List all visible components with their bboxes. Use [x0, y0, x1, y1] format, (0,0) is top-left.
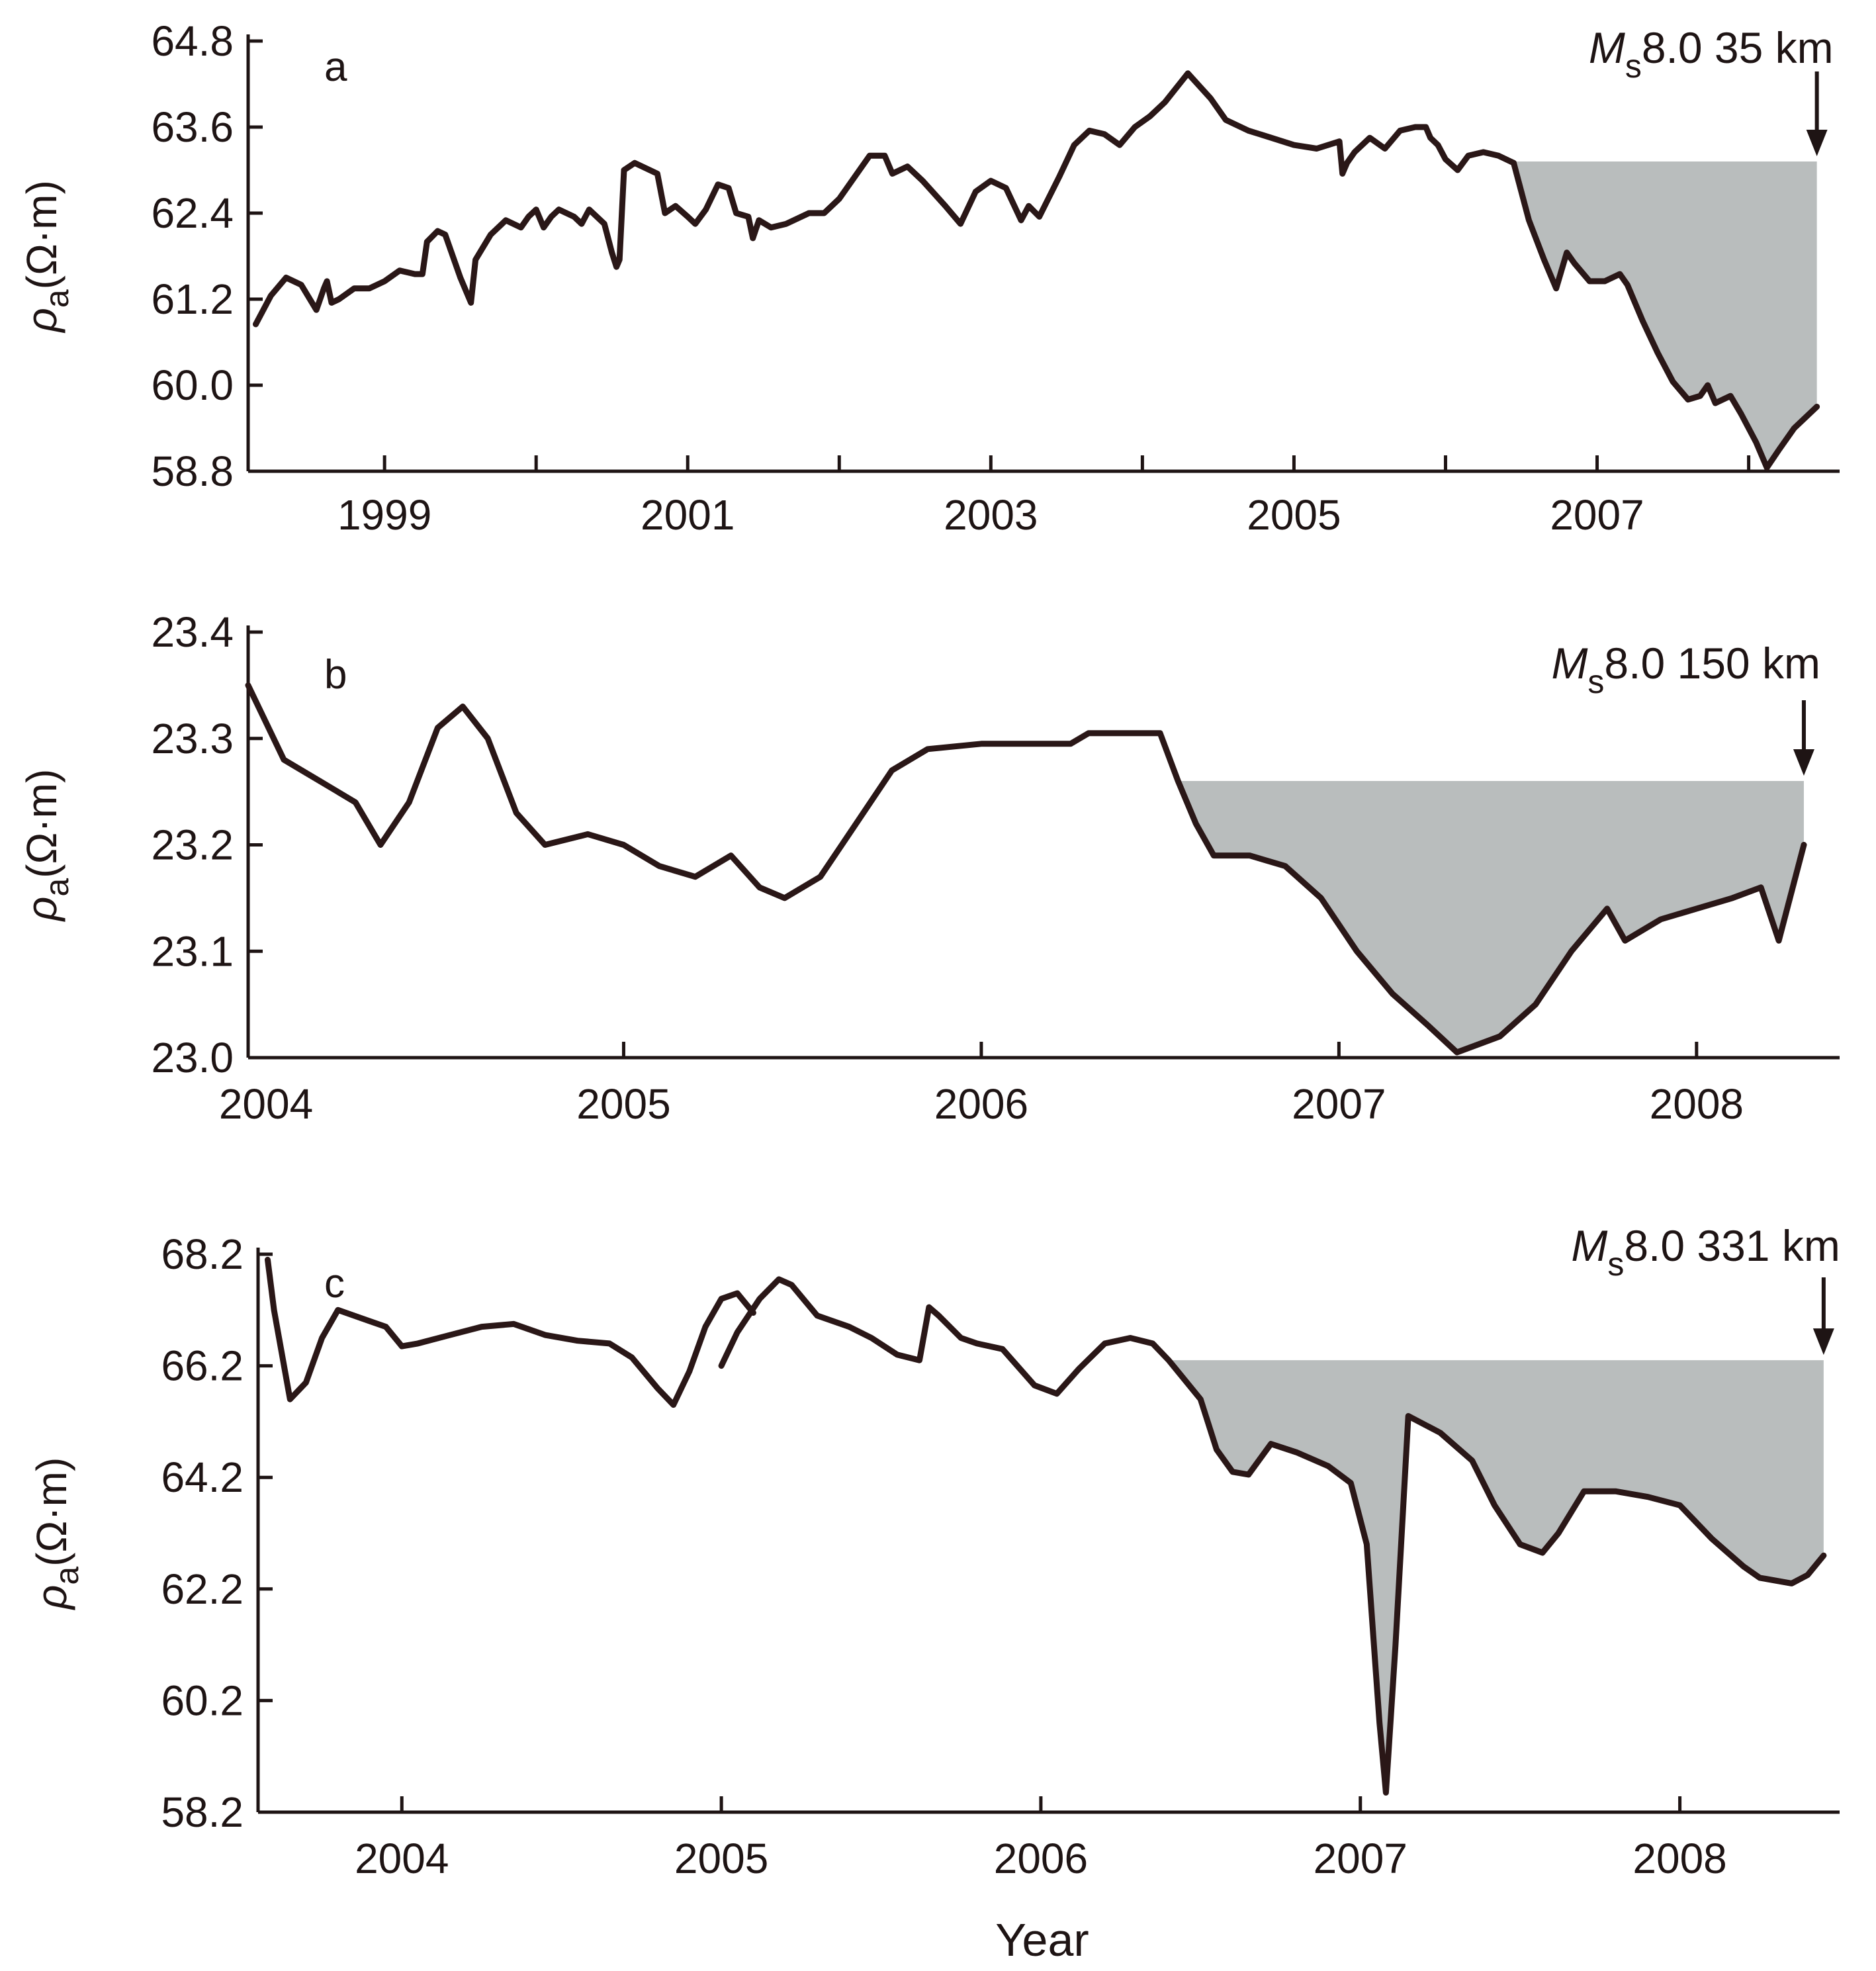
earthquake-arrowhead	[1806, 130, 1828, 156]
y-tick-label: 23.4	[151, 608, 234, 656]
x-tick-label: 2001	[641, 491, 735, 539]
panel-b: 23.0 23.1 23.2 23.3 23.4 2004 2005 2006 2007 2008…	[18, 608, 1840, 1128]
ylabel-symbol: ρ	[28, 1585, 75, 1611]
anomaly-region	[1178, 781, 1804, 1052]
x-tick-label: 2008	[1632, 1835, 1726, 1882]
anomaly-region	[1513, 161, 1817, 468]
ylabel-subscript: a	[38, 289, 75, 308]
y-tick-label: 23.2	[151, 821, 234, 869]
anomaly-region	[1169, 1360, 1824, 1793]
y-tick-label: 58.8	[151, 447, 234, 495]
ylabel-unit: (Ω·m)	[28, 1457, 75, 1567]
y-tick-label: 62.4	[151, 189, 234, 237]
y-axis-title: ρa(Ω·m)	[18, 769, 75, 923]
ylabel-subscript: a	[38, 878, 75, 897]
series-line	[718, 1276, 1827, 1796]
x-tick-label: 2004	[355, 1835, 449, 1882]
panel-letter: c	[324, 1261, 345, 1306]
ylabel-symbol: ρ	[18, 897, 66, 923]
panel-a: 58.8 60.0 61.2 62.4 63.6 64.8 1999 2001 2003 2005…	[18, 17, 1840, 539]
ylabel-unit: (Ω·m)	[18, 769, 66, 878]
panel-letter: a	[324, 44, 347, 90]
x-tick-label: 2007	[1550, 491, 1644, 539]
y-tick-label: 61.2	[151, 275, 234, 323]
ylabel-symbol: ρ	[18, 308, 66, 334]
x-tick-label: 2003	[944, 491, 1038, 539]
x-tick-label: 2006	[934, 1080, 1028, 1128]
y-tick-label: 23.1	[151, 927, 234, 975]
series-line	[245, 682, 1807, 1056]
x-tick-label: 2005	[576, 1080, 670, 1128]
series-line	[265, 1256, 756, 1408]
magnitude-sub: s	[1625, 48, 1642, 85]
y-tick-label: 60.2	[161, 1676, 244, 1724]
magnitude-value: 8.0 150 km	[1604, 639, 1820, 688]
y-tick-label: 23.0	[151, 1034, 234, 1081]
y-tick-label: 58.2	[161, 1788, 244, 1836]
x-tick-label: 2007	[1314, 1835, 1407, 1882]
y-tick-label: 62.2	[161, 1565, 244, 1613]
y-tick-label: 68.2	[161, 1230, 244, 1278]
x-tick-label: 2007	[1292, 1080, 1386, 1128]
y-axis-title: ρa(Ω·m)	[18, 180, 75, 334]
magnitude-value: 8.0 331 km	[1624, 1221, 1840, 1270]
y-tick-label: 64.8	[151, 17, 234, 65]
magnitude-sub: s	[1607, 1246, 1624, 1283]
earthquake-label: Ms8.0 35 km	[1589, 23, 1834, 85]
panel-letter: b	[324, 652, 347, 698]
y-tick-label: 23.3	[151, 715, 234, 762]
ylabel-subscript: a	[48, 1567, 85, 1585]
magnitude-prefix: M	[1571, 1221, 1607, 1270]
y-tick-label: 63.6	[151, 103, 234, 151]
y-tick-label: 60.0	[151, 361, 234, 409]
magnitude-prefix: M	[1551, 639, 1587, 688]
ylabel-unit: (Ω·m)	[18, 180, 66, 289]
y-tick-label: 66.2	[161, 1342, 244, 1390]
series-line	[253, 70, 1820, 471]
y-tick-label: 64.2	[161, 1453, 244, 1501]
x-tick-label: 2008	[1650, 1080, 1744, 1128]
earthquake-label: Ms8.0 150 km	[1551, 639, 1820, 700]
earthquake-label: Ms8.0 331 km	[1571, 1221, 1840, 1283]
x-tick-label: 1999	[337, 491, 431, 539]
y-axis-title: ρa(Ω·m)	[28, 1457, 85, 1611]
earthquake-arrowhead	[1812, 1328, 1834, 1355]
x-tick-label: 2006	[994, 1835, 1088, 1882]
magnitude-sub: s	[1587, 663, 1604, 700]
x-tick-label: 2005	[1247, 491, 1341, 539]
x-tick-label: 2005	[674, 1835, 768, 1882]
panel-c: 58.2 60.2 62.2 64.2 66.2 68.2 2004 2005 2006 2007…	[28, 1221, 1840, 1882]
magnitude-value: 8.0 35 km	[1642, 23, 1834, 72]
magnitude-prefix: M	[1589, 23, 1625, 72]
earthquake-arrowhead	[1793, 749, 1814, 776]
x-tick-label: 2004	[219, 1080, 313, 1128]
x-axis-title: Year	[995, 1914, 1089, 1966]
